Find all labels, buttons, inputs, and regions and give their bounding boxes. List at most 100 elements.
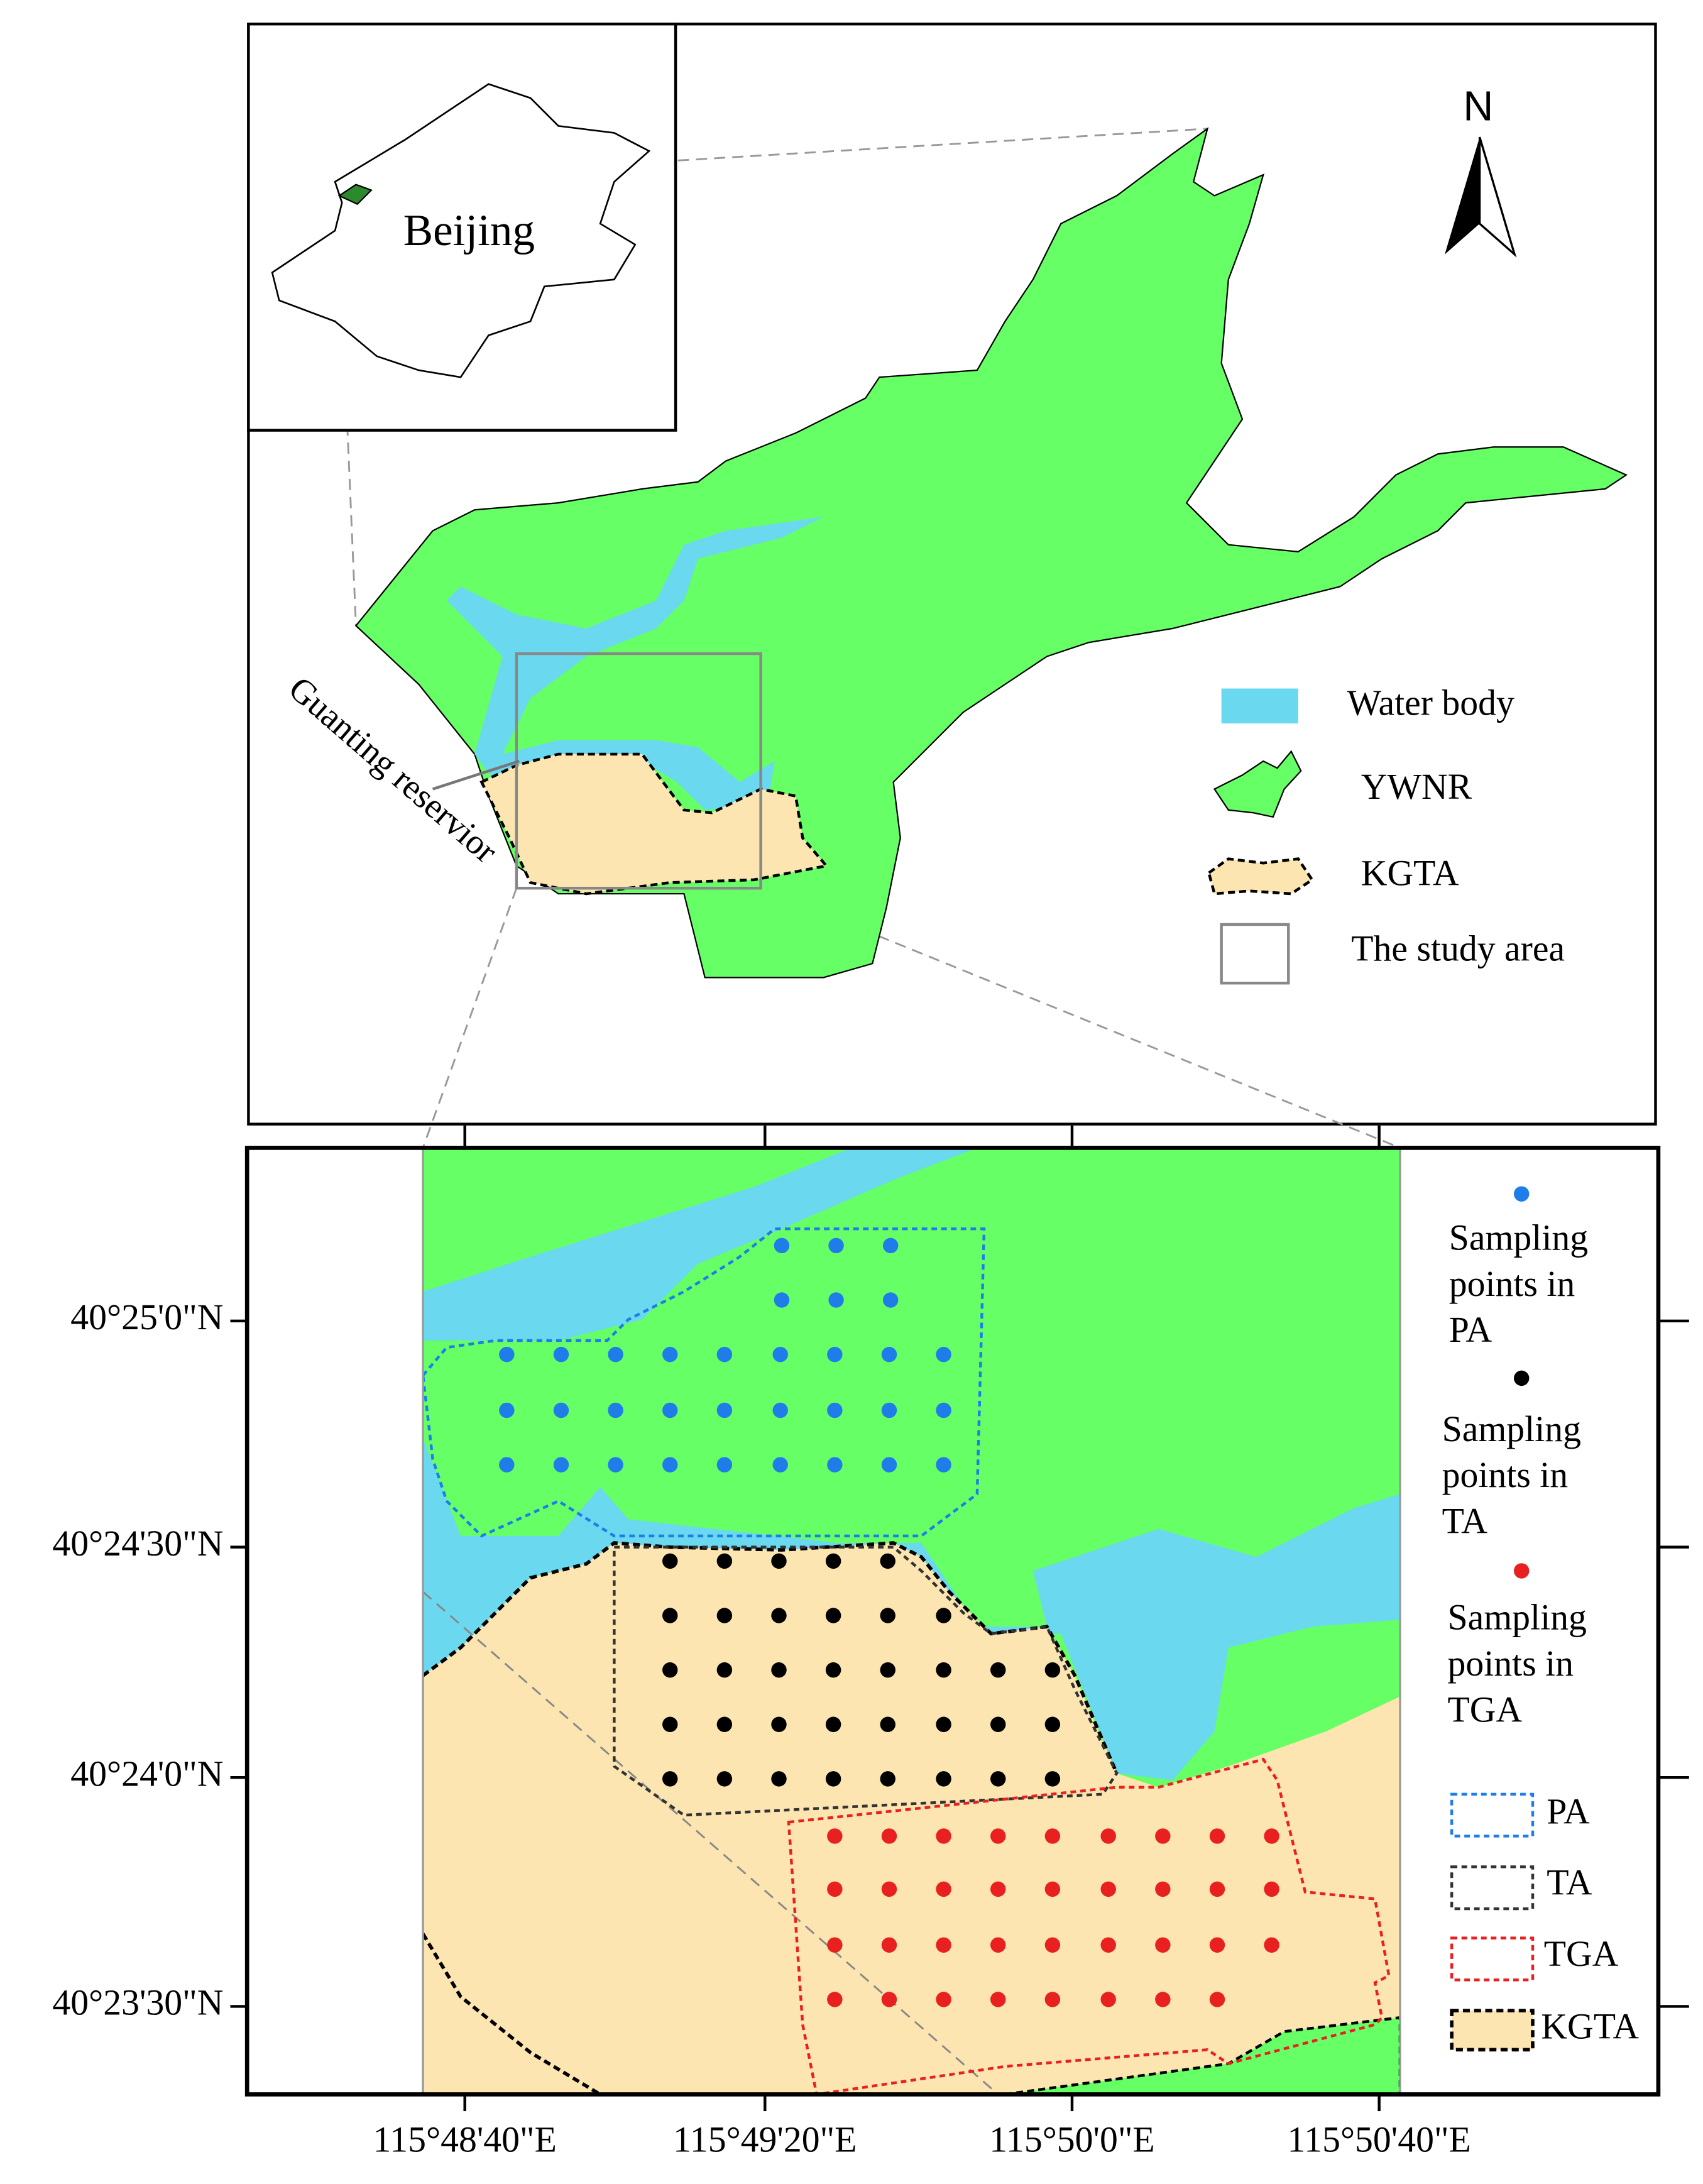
pa-point bbox=[499, 1346, 515, 1363]
legend-label: TA bbox=[1547, 1863, 1592, 1903]
pa-point bbox=[499, 1457, 515, 1473]
legend-label: Water body bbox=[1347, 684, 1514, 723]
tga-point bbox=[1100, 1828, 1116, 1844]
ta-point bbox=[716, 1553, 733, 1569]
pa-point bbox=[774, 1292, 790, 1308]
ta-point bbox=[825, 1553, 841, 1569]
pa-point bbox=[882, 1237, 899, 1254]
tga-point bbox=[936, 1881, 951, 1897]
pa-point bbox=[936, 1402, 951, 1419]
ta-point bbox=[825, 1662, 841, 1678]
ta-point bbox=[771, 1553, 787, 1569]
kgta-boundary bbox=[423, 1541, 1119, 2095]
latitude-label: 40°24'30"N bbox=[52, 1524, 223, 1564]
tga-point bbox=[1209, 1937, 1225, 1953]
pa-point bbox=[716, 1402, 733, 1419]
tga-point bbox=[1155, 1937, 1171, 1953]
tga-point bbox=[1155, 1992, 1171, 2007]
ta-boundary bbox=[613, 1545, 1119, 1817]
pa-point bbox=[827, 1402, 843, 1419]
legend-tga-point bbox=[1514, 1563, 1530, 1579]
sampling-points bbox=[499, 1237, 1279, 2007]
ta-point bbox=[662, 1716, 678, 1732]
ta-point bbox=[825, 1771, 841, 1787]
longitude-label: 115°48'40"E bbox=[373, 2120, 557, 2159]
pa-point bbox=[882, 1292, 899, 1308]
pa-point bbox=[881, 1457, 897, 1473]
ta-point bbox=[880, 1662, 895, 1678]
north-label: N bbox=[1463, 83, 1493, 129]
annotation-pointer bbox=[432, 759, 520, 791]
legend-label: PA bbox=[1547, 1792, 1590, 1831]
legend-label: Sampling points in PA bbox=[1448, 1217, 1589, 1351]
beijing-outline bbox=[271, 83, 651, 378]
ta-point bbox=[825, 1608, 841, 1623]
water-body bbox=[423, 1148, 977, 1341]
legend-ta-point bbox=[1514, 1370, 1530, 1386]
legend-label: The study area bbox=[1351, 930, 1565, 969]
ta-point bbox=[716, 1662, 733, 1678]
pa-point bbox=[716, 1457, 733, 1473]
legend-pa-swatch bbox=[1450, 1792, 1535, 1838]
pa-point bbox=[553, 1402, 569, 1419]
pa-point bbox=[828, 1292, 844, 1308]
pa-point bbox=[608, 1346, 623, 1363]
ta-point bbox=[1044, 1716, 1061, 1732]
tga-point bbox=[936, 1937, 951, 1953]
ta-point bbox=[990, 1716, 1006, 1732]
connector-line bbox=[423, 1591, 999, 2095]
tga-point bbox=[827, 1881, 843, 1897]
ta-point bbox=[771, 1771, 787, 1787]
detail-frame bbox=[244, 1146, 1661, 2097]
ta-point bbox=[716, 1716, 733, 1732]
inset-label: Beijing bbox=[403, 206, 535, 255]
pa-point bbox=[774, 1237, 790, 1254]
ta-point bbox=[936, 1662, 951, 1678]
longitude-label: 115°50'40"E bbox=[1287, 2120, 1470, 2159]
ta-point bbox=[936, 1771, 951, 1787]
tga-point bbox=[827, 1937, 843, 1953]
tga-point bbox=[1100, 1992, 1116, 2007]
pa-point bbox=[553, 1457, 569, 1473]
ta-point bbox=[1044, 1771, 1061, 1787]
ta-point bbox=[990, 1771, 1006, 1787]
tga-point bbox=[1209, 1828, 1225, 1844]
pa-point bbox=[881, 1402, 897, 1419]
tga-point bbox=[1044, 1881, 1061, 1897]
longitude-label: 115°49'20"E bbox=[673, 2120, 857, 2159]
pa-point bbox=[881, 1346, 897, 1363]
ta-point bbox=[990, 1662, 1006, 1678]
tga-point bbox=[1155, 1881, 1171, 1897]
legend-kgta-swatch bbox=[1207, 857, 1315, 896]
ta-point bbox=[771, 1716, 787, 1732]
ta-point bbox=[716, 1771, 733, 1787]
inset-ywnr bbox=[337, 184, 373, 206]
kgta-area bbox=[423, 1542, 1400, 2095]
ta-point bbox=[880, 1553, 895, 1569]
tga-point bbox=[881, 1992, 897, 2007]
legend-label: Sampling points in TA bbox=[1442, 1408, 1582, 1542]
tga-point bbox=[881, 1881, 897, 1897]
pa-point bbox=[936, 1346, 951, 1363]
tga-point bbox=[936, 1828, 951, 1844]
tga-point bbox=[881, 1828, 897, 1844]
tga-point bbox=[1264, 1937, 1279, 1953]
legend-label: KGTA bbox=[1361, 854, 1459, 894]
tga-point bbox=[1155, 1828, 1171, 1844]
legend-water-swatch bbox=[1221, 688, 1298, 724]
legend-study-swatch bbox=[1220, 923, 1290, 985]
ta-point bbox=[662, 1553, 678, 1569]
ta-point bbox=[880, 1608, 895, 1623]
legend-label: Sampling points in TGA bbox=[1447, 1597, 1587, 1730]
detail-map bbox=[423, 1148, 1400, 2095]
pa-point bbox=[553, 1346, 569, 1363]
pa-boundary bbox=[423, 1227, 986, 1538]
tga-boundary bbox=[787, 1757, 1391, 2095]
legend-text-box: Sampling points in TGA bbox=[1447, 1597, 1587, 1730]
pa-point bbox=[662, 1402, 678, 1419]
tga-point bbox=[1100, 1937, 1116, 1953]
latitude-label: 40°23'30"N bbox=[52, 1984, 223, 2023]
tga-point bbox=[1044, 1937, 1061, 1953]
ta-point bbox=[936, 1608, 951, 1623]
